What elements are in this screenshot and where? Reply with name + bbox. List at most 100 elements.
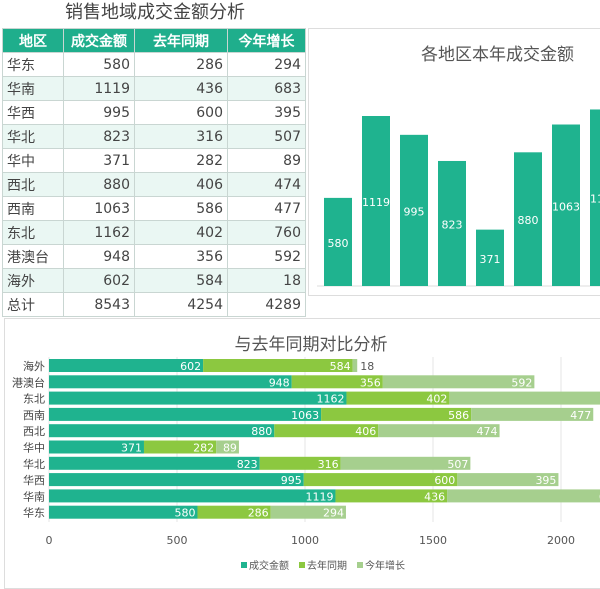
table-cell: 华中 bbox=[2, 148, 64, 173]
y-tick-label: 华西 bbox=[23, 473, 45, 487]
data-label: 995 bbox=[404, 205, 425, 218]
column-bar bbox=[362, 116, 390, 286]
table-cell: 西北 bbox=[2, 172, 64, 197]
y-tick-label: 华中 bbox=[23, 441, 45, 455]
table-cell: 华北 bbox=[2, 124, 64, 149]
bar-segment bbox=[303, 473, 458, 487]
legend-label: 去年同期 bbox=[307, 559, 347, 572]
table-cell: 880 bbox=[63, 172, 135, 197]
table-row: 西北 880 406 474 bbox=[2, 172, 306, 197]
table-cell: 华东 bbox=[2, 52, 64, 77]
table-cell: 总计 bbox=[2, 292, 64, 317]
table-cell: 西南 bbox=[2, 196, 64, 221]
table-cell: 600 bbox=[134, 100, 228, 125]
data-label: 602 bbox=[180, 360, 201, 373]
column-bar bbox=[438, 160, 466, 286]
table-cell: 东北 bbox=[2, 220, 64, 245]
table-cell: 282 bbox=[134, 148, 228, 173]
x-tick-label: 华中 bbox=[479, 295, 501, 296]
table-cell: 华西 bbox=[2, 100, 64, 125]
table-row: 华西 995 600 395 bbox=[2, 100, 306, 125]
table-cell: 4254 bbox=[134, 292, 228, 317]
data-label: 395 bbox=[535, 474, 556, 487]
table-cell: 477 bbox=[227, 196, 306, 221]
column-bar bbox=[514, 152, 542, 286]
data-label: 436 bbox=[424, 490, 445, 503]
bar-segment bbox=[449, 391, 600, 405]
data-label: 683 bbox=[599, 490, 600, 503]
data-label: 477 bbox=[570, 409, 591, 422]
data-label: 402 bbox=[426, 393, 447, 406]
bar-segment bbox=[457, 473, 559, 487]
data-label: 1063 bbox=[291, 409, 319, 422]
bar-segment bbox=[49, 489, 336, 503]
table-cell: 948 bbox=[63, 244, 135, 269]
bar-segment bbox=[471, 407, 594, 421]
data-label: 371 bbox=[480, 253, 501, 266]
bar-segment bbox=[49, 473, 304, 487]
table-row: 总计 8543 4254 4289 bbox=[2, 292, 306, 317]
y-tick-label: 华南 bbox=[23, 489, 45, 503]
column-bar bbox=[590, 109, 600, 287]
bar-segment bbox=[49, 407, 322, 421]
bar-segment bbox=[378, 424, 500, 438]
data-label: 1119 bbox=[305, 490, 333, 503]
data-label: 507 bbox=[447, 458, 468, 471]
table-row: 华东 580 286 294 bbox=[2, 52, 306, 77]
table-row: 华北 823 316 507 bbox=[2, 124, 306, 149]
bar-segment bbox=[291, 375, 383, 389]
legend-label: 成交金额 bbox=[249, 559, 289, 572]
bar-segment bbox=[340, 456, 471, 470]
bar-segment bbox=[259, 456, 341, 470]
table-cell: 402 bbox=[134, 220, 228, 245]
legend-swatch bbox=[357, 562, 363, 568]
bar-segment bbox=[49, 359, 204, 372]
stacked-bar-chart: 与去年同期对比分析 0 500 1000 1500 2000 华东 580 286 294 华南 11… bbox=[12, 335, 600, 572]
x-tick-label: 1500 bbox=[419, 534, 447, 547]
x-tick-label: 华南 bbox=[365, 295, 387, 296]
column-chart: 各地区本年成交金额580华东1119华南995华西823华北371华中880西北… bbox=[317, 45, 600, 296]
data-label: 592 bbox=[511, 376, 532, 389]
table-title: 销售地域成交金额分析 bbox=[65, 2, 245, 23]
column-bar bbox=[476, 229, 504, 286]
column-header: 今年增长 bbox=[227, 28, 306, 53]
table-cell: 584 bbox=[134, 268, 228, 293]
data-label: 286 bbox=[248, 507, 269, 520]
table-cell: 474 bbox=[227, 172, 306, 197]
bar-segment bbox=[447, 489, 600, 503]
table-cell: 602 bbox=[63, 268, 135, 293]
table-cell: 507 bbox=[227, 124, 306, 149]
data-label: 586 bbox=[448, 409, 469, 422]
x-tick-label: 华西 bbox=[403, 295, 425, 296]
x-tick-label: 0 bbox=[46, 534, 53, 547]
bar-segment bbox=[143, 440, 217, 454]
legend-swatch bbox=[241, 562, 247, 568]
bar-segment bbox=[49, 456, 260, 470]
data-label: 580 bbox=[328, 237, 349, 250]
x-tick-label: 500 bbox=[167, 534, 188, 547]
y-tick-label: 东北 bbox=[23, 393, 45, 406]
table-cell: 580 bbox=[63, 52, 135, 77]
bar-segment bbox=[352, 359, 358, 372]
data-label: 371 bbox=[121, 442, 142, 455]
data-label: 406 bbox=[355, 425, 376, 438]
table-cell: 683 bbox=[227, 76, 306, 101]
y-tick-label: 海外 bbox=[23, 359, 45, 373]
table-cell: 294 bbox=[227, 52, 306, 77]
bar-segment bbox=[49, 440, 144, 454]
table-row: 海外 602 584 18 bbox=[2, 268, 306, 293]
bar-segment bbox=[346, 391, 450, 405]
table-cell: 89 bbox=[227, 148, 306, 173]
table-cell: 592 bbox=[227, 244, 306, 269]
table-cell: 286 bbox=[134, 52, 228, 77]
bar-segment bbox=[382, 375, 535, 389]
data-label: 1162 bbox=[590, 193, 600, 206]
table-row: 华南 1119 436 683 bbox=[2, 76, 306, 101]
column-header: 成交金额 bbox=[63, 28, 135, 53]
bar-segment bbox=[216, 440, 239, 454]
bar-segment bbox=[49, 505, 198, 519]
table-cell: 316 bbox=[134, 124, 228, 149]
table-cell: 406 bbox=[134, 172, 228, 197]
table-cell: 华南 bbox=[2, 76, 64, 101]
sales-table: 地区 成交金额 去年同期 今年增长 华东 580 286 294 华南 1119 436 683 华西… bbox=[2, 28, 306, 317]
